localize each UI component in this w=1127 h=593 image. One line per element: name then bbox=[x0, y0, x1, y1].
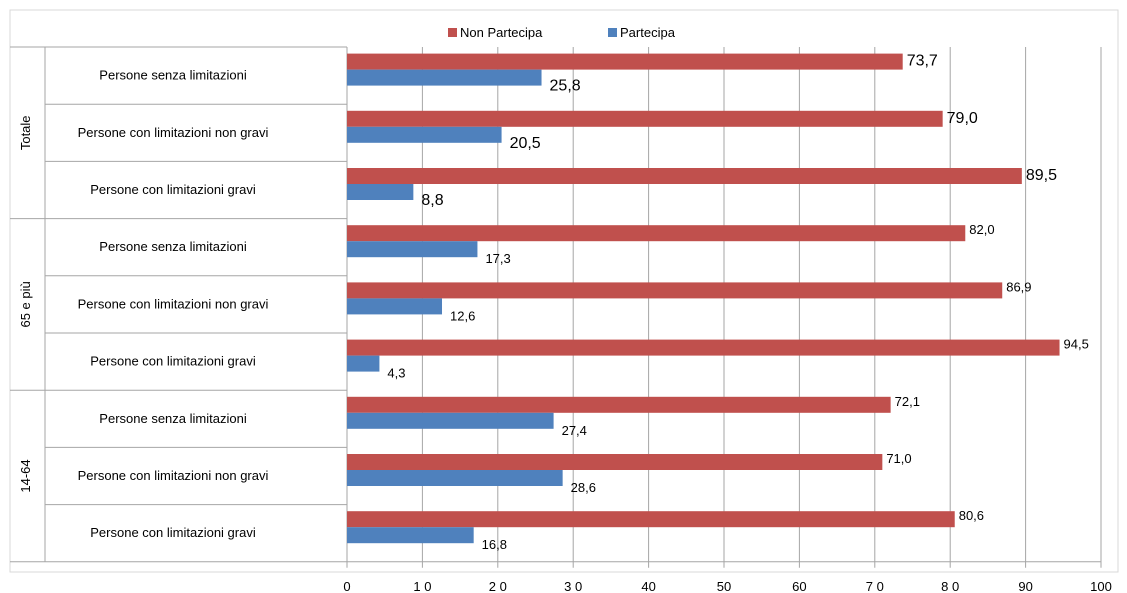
category-label-2-0: Persone senza limitazioni bbox=[99, 411, 247, 426]
data-label-0-0-1: 25,8 bbox=[550, 78, 581, 95]
x-tick-label-0: 0 bbox=[343, 579, 350, 593]
x-tick-label-8: 8 0 bbox=[941, 579, 959, 593]
bar-1-2-1 bbox=[347, 355, 380, 372]
data-label-2-0-0: 72,1 bbox=[895, 394, 920, 409]
bar-2-2-1 bbox=[347, 527, 474, 544]
bar-0-0-1 bbox=[347, 69, 542, 86]
group-label-2: 14-64 bbox=[18, 459, 33, 492]
category-label-0-2: Persone con limitazioni gravi bbox=[90, 182, 256, 197]
x-tick-label-6: 60 bbox=[792, 579, 806, 593]
bar-0-2-0 bbox=[347, 168, 1022, 184]
x-tick-label-7: 7 0 bbox=[866, 579, 884, 593]
category-axis: Totale Persone senza limitazioni Persone c… bbox=[10, 46, 347, 562]
bar-1-2-0 bbox=[347, 339, 1060, 356]
category-label-0-0: Persone senza limitazioni bbox=[99, 68, 247, 83]
data-label-0-2-1: 8,8 bbox=[421, 192, 443, 209]
data-label-0-2-0: 89,5 bbox=[1026, 167, 1057, 184]
data-label-0-1-0: 79,0 bbox=[947, 110, 978, 127]
data-label-2-2-1: 16,8 bbox=[482, 537, 507, 552]
x-tick-label-2: 2 0 bbox=[489, 579, 507, 593]
x-tick-label-4: 40 bbox=[641, 579, 655, 593]
data-label-2-1-1: 28,6 bbox=[571, 480, 596, 495]
x-tick-label-9: 90 bbox=[1018, 579, 1032, 593]
legend: Non Partecipa Partecipa bbox=[448, 25, 676, 40]
bar-0-1-1 bbox=[347, 126, 502, 143]
category-label-1-0: Persone senza limitazioni bbox=[99, 239, 247, 254]
bar-2-2-0 bbox=[347, 511, 955, 528]
data-label-2-0-1: 27,4 bbox=[562, 423, 587, 438]
data-label-2-2-0: 80,6 bbox=[959, 508, 984, 523]
x-tick-label-10: 100 bbox=[1090, 579, 1112, 593]
bar-2-0-1 bbox=[347, 412, 554, 429]
bar-1-1-0 bbox=[347, 282, 1003, 299]
bar-1-0-0 bbox=[347, 225, 966, 242]
data-label-1-1-0: 86,9 bbox=[1006, 279, 1031, 294]
bar-1-0-1 bbox=[347, 241, 478, 258]
bar-1-1-1 bbox=[347, 298, 443, 315]
legend-label-1: Partecipa bbox=[620, 25, 676, 40]
legend-swatch-1 bbox=[608, 28, 617, 37]
category-label-2-1: Persone con limitazioni non gravi bbox=[78, 468, 269, 483]
data-label-1-0-0: 82,0 bbox=[969, 222, 994, 237]
legend-label-0: Non Partecipa bbox=[460, 25, 543, 40]
bar-2-1-0 bbox=[347, 454, 883, 470]
group-label-1: 65 e più bbox=[18, 281, 33, 327]
bars: 73,7 25,8 79,0 20,5 89,5 8,8 82,0 17,3 86,9 12,6 9… bbox=[347, 53, 1089, 552]
x-tick-label-5: 50 bbox=[717, 579, 731, 593]
x-tick-label-1: 1 0 bbox=[413, 579, 431, 593]
group-label-0: Totale bbox=[18, 115, 33, 150]
data-label-1-2-1: 4,3 bbox=[387, 366, 405, 381]
bar-0-0-0 bbox=[347, 53, 903, 70]
bar-2-1-1 bbox=[347, 470, 563, 486]
category-label-2-2: Persone con limitazioni gravi bbox=[90, 525, 256, 540]
bar-0-1-0 bbox=[347, 110, 943, 127]
bar-2-0-0 bbox=[347, 396, 891, 413]
data-label-1-0-1: 17,3 bbox=[485, 251, 510, 266]
bar-0-2-1 bbox=[347, 184, 414, 200]
legend-swatch-0 bbox=[448, 28, 457, 37]
data-label-0-0-0: 73,7 bbox=[907, 53, 938, 70]
category-label-1-2: Persone con limitazioni gravi bbox=[90, 354, 256, 369]
category-label-1-1: Persone con limitazioni non gravi bbox=[78, 296, 269, 311]
data-label-2-1-0: 71,0 bbox=[886, 451, 911, 466]
data-label-1-2-0: 94,5 bbox=[1064, 337, 1089, 352]
data-label-0-1-1: 20,5 bbox=[510, 135, 541, 152]
x-tick-label-3: 3 0 bbox=[564, 579, 582, 593]
x-axis: 0 1 0 2 0 3 0 40 50 60 7 0 8 0 90 100 bbox=[10, 561, 1112, 593]
category-label-0-1: Persone con limitazioni non gravi bbox=[78, 125, 269, 140]
data-label-1-1-1: 12,6 bbox=[450, 308, 475, 323]
